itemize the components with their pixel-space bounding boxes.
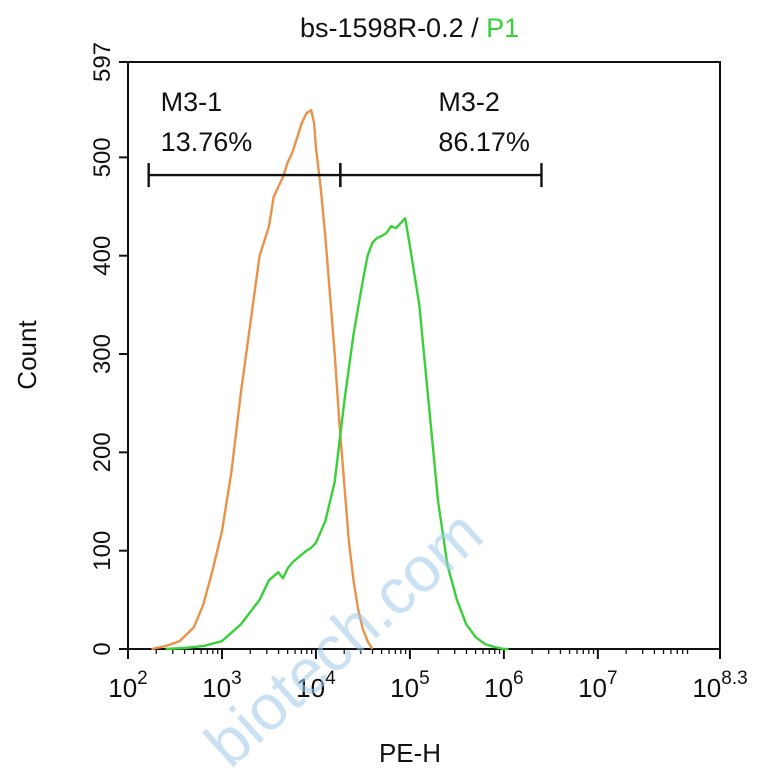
series-layer: [151, 109, 509, 651]
plot-frame: [127, 61, 721, 650]
x-tick-label: 106: [484, 668, 524, 703]
y-axis-label: Count: [12, 320, 42, 390]
histogram-series-2: [165, 217, 509, 651]
y-tick-label: 100: [89, 531, 116, 571]
x-tick-label: 104: [296, 668, 336, 703]
marker-percent: 13.76%: [161, 127, 253, 157]
chart-title-gate: P1: [486, 13, 519, 43]
marker-percent: 86.17%: [438, 127, 530, 157]
marker-label: M3-2: [438, 87, 500, 117]
axis-ticks-layer: 0 100 200 300 400 500 597 102 103 104 105 106 107 108…: [89, 42, 748, 703]
x-tick-label: 103: [202, 668, 242, 703]
marker-label: M3-1: [161, 87, 223, 117]
y-tick-label: 300: [89, 334, 116, 374]
y-tick-label: 200: [89, 432, 116, 472]
x-axis-label: PE-H: [379, 738, 441, 768]
y-tick-label: 597: [89, 42, 116, 82]
marker-layer: M3-1 13.76% M3-2 86.17%: [147, 87, 543, 188]
x-tick-label: 102: [108, 668, 148, 703]
histogram-series-1: [151, 109, 374, 651]
watermark-text: biotech.com: [191, 496, 496, 773]
chart-title-main: bs-1598R-0.2 /: [300, 13, 486, 43]
x-tick-label: 108.3: [692, 668, 747, 703]
y-tick-label: 400: [89, 236, 116, 276]
y-tick-label: 0: [89, 642, 116, 655]
x-tick-label: 105: [390, 668, 430, 703]
chart-title: bs-1598R-0.2 / P1: [300, 13, 519, 43]
y-tick-label: 500: [89, 137, 116, 177]
x-tick-label: 107: [578, 668, 618, 703]
